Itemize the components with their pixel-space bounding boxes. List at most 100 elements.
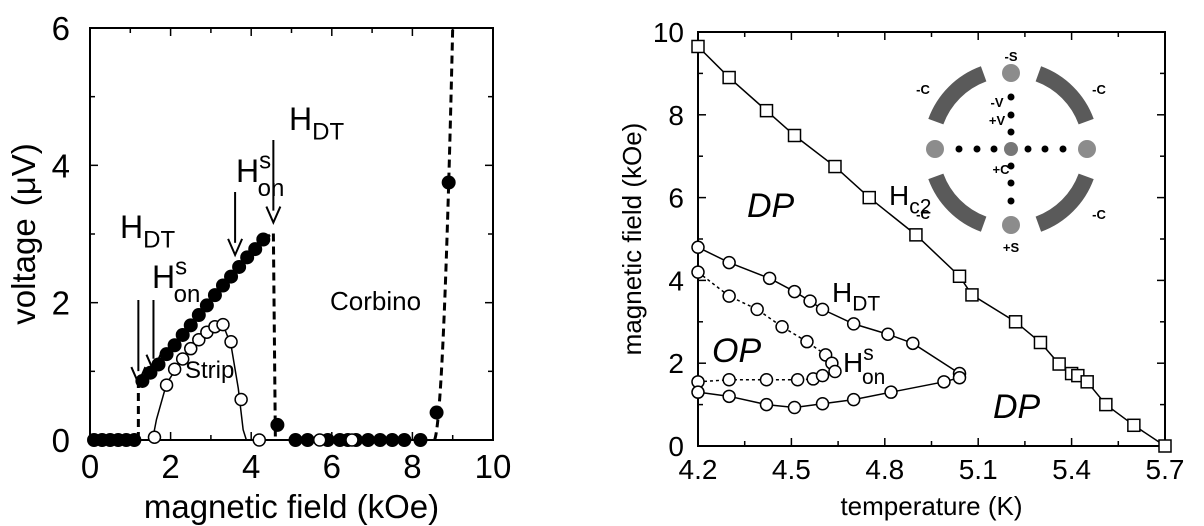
chartB-circle-point <box>691 385 705 399</box>
chartB-hc2-label-sub: c2 <box>909 195 931 218</box>
inset-label: +S <box>1003 240 1020 255</box>
chartB-circle-point <box>759 397 774 412</box>
chartA-corbino-point <box>288 433 303 447</box>
chartA-strip-point <box>175 352 190 366</box>
chartB-xtick-label: 4.5 <box>772 454 811 485</box>
chartB-circle-point <box>750 302 764 317</box>
chartB-hon-label-text: Hs on <box>843 342 885 389</box>
chartA-hon1-label-sup: s <box>175 254 187 281</box>
chartA-ylabel-unit: (μV) <box>5 143 42 206</box>
chartB-hc2-point <box>759 103 774 118</box>
chartB-hc2-point <box>828 159 842 174</box>
inset-label: +V <box>989 113 1006 128</box>
chartB-circle-point <box>759 373 774 387</box>
chartB-ytick-label: 0 <box>668 431 684 462</box>
chartA-hon2-label-text: Hs on <box>236 148 284 202</box>
chartA-corbino-point <box>159 347 174 362</box>
chartA-strip-point <box>224 335 238 349</box>
chartA-strip-point <box>147 430 162 445</box>
chartA-corbino-label: Corbino <box>330 286 421 316</box>
chartB-hc2-point <box>1008 315 1023 329</box>
chartB-circle-point <box>952 370 967 385</box>
chartB-xtick-label: 4.2 <box>679 454 718 485</box>
chartB-circle-point <box>722 255 736 270</box>
chartB-circle-point <box>803 294 817 308</box>
chartA-hdt2-label-text: HDT <box>289 101 344 146</box>
chartA-hon1-label-sub: on <box>174 281 201 308</box>
chartB-circle-point <box>815 302 830 317</box>
chartA-strip-point <box>252 433 267 447</box>
chartA-hdt1-arrow-head <box>130 366 147 386</box>
inset-s-contact <box>926 140 944 158</box>
chartB-hc2-label-main: H <box>889 180 909 211</box>
chartA-ytick-label: 2 <box>52 285 70 322</box>
inset-c-electrode <box>1035 173 1094 232</box>
chartA-xtick-label: 6 <box>323 448 341 485</box>
chartB-circle-point <box>762 271 777 286</box>
inset-label: -C <box>916 207 930 222</box>
chartA-strip-point <box>234 392 248 407</box>
chartA-corbino-point <box>397 433 412 447</box>
chartA-corbino-point <box>215 278 230 293</box>
chartA-strip-point <box>216 317 230 332</box>
chartB-hdt-label-text: HDT <box>832 277 880 315</box>
chartB-hc2-point <box>952 269 967 284</box>
chartB-circle-point <box>787 284 802 299</box>
chartB-hdt-label-main: H <box>832 277 852 308</box>
chartB-hc2-point <box>965 288 979 302</box>
chartB-circle-point <box>722 373 736 387</box>
inset-dot <box>1007 111 1015 119</box>
chartB-hc2-point <box>787 128 802 143</box>
inset-dot <box>1059 145 1067 153</box>
chartB-hc2-point <box>1080 375 1094 389</box>
chartA-ytick-label: 4 <box>52 147 70 184</box>
inset-dot <box>990 145 998 153</box>
chartB-xtick-label: 5.1 <box>959 454 998 485</box>
chartB-hon-label-sup: s <box>863 342 874 365</box>
inset-label: -C <box>1092 82 1106 97</box>
inset-dot <box>1041 145 1049 153</box>
chartA-ytick-label: 0 <box>52 422 70 459</box>
chartA-ytick-label: 6 <box>52 10 70 47</box>
chartB-hdt-label-sub: DT <box>852 292 880 315</box>
inset-s-contact <box>1002 216 1020 234</box>
chartB-circle-point <box>787 400 802 415</box>
chartA-strip-point <box>184 341 198 356</box>
chartA-corbino-point <box>373 433 388 447</box>
chartA-corbino-point <box>413 433 428 447</box>
chartA-corbino-point <box>127 433 142 447</box>
chartA-strip-point <box>159 378 174 392</box>
chartB-hc2-label: Hc2 <box>889 180 931 218</box>
chartB-circle-point <box>815 368 830 383</box>
chartA-corbino-point <box>361 433 376 447</box>
chartB-hon-label-sub: on <box>862 366 885 389</box>
chartB-ytick-label: 6 <box>668 183 684 214</box>
chartB-xtick-label: 4.8 <box>865 454 904 485</box>
chartA-hdt1-label-text: HDT <box>120 209 175 254</box>
chartA-strip-label: Strip <box>185 357 234 384</box>
chartB-circle-point <box>722 289 736 303</box>
chartA-hon2-arrow-head <box>227 238 244 258</box>
chartB-hc2-point <box>1033 335 1048 350</box>
chartA-xtick-label: 2 <box>161 448 179 485</box>
inset-label: -V <box>991 95 1004 110</box>
chartA-corbino-point <box>199 298 214 313</box>
chartA-strip-point <box>345 433 359 447</box>
chartA-corbino-point <box>429 405 444 420</box>
inset-dot <box>1024 145 1032 153</box>
chartB-hc2-point <box>1127 418 1141 433</box>
chartB-xtick-label: 5.4 <box>1052 454 1091 485</box>
chartA-hdt1-arrow <box>130 300 147 386</box>
chartA-corbino-point <box>270 417 285 432</box>
chartA-corbino-point <box>385 433 400 447</box>
chartB-circle-point <box>691 265 705 279</box>
inset-center-contact <box>1004 142 1018 156</box>
chartB-circle-point <box>846 317 861 331</box>
chartA-corbino-point <box>167 338 182 353</box>
chartB-hc2-point <box>691 39 705 54</box>
chartB-xtick-label: 5.7 <box>1146 454 1185 485</box>
chartB-ylabel: magnetic field (kOe) <box>617 123 647 356</box>
chartB-circle-point <box>884 385 898 399</box>
chartB-circle-point <box>937 375 951 389</box>
inset-s-contact <box>1078 140 1096 158</box>
